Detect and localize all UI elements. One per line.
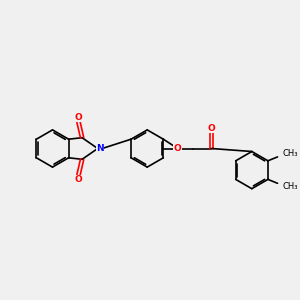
Text: CH₃: CH₃	[282, 149, 298, 158]
Text: O: O	[75, 113, 83, 122]
Text: O: O	[75, 175, 83, 184]
Text: O: O	[207, 124, 215, 133]
Text: CH₃: CH₃	[282, 182, 298, 191]
Text: N: N	[96, 144, 104, 153]
Text: O: O	[174, 144, 182, 153]
